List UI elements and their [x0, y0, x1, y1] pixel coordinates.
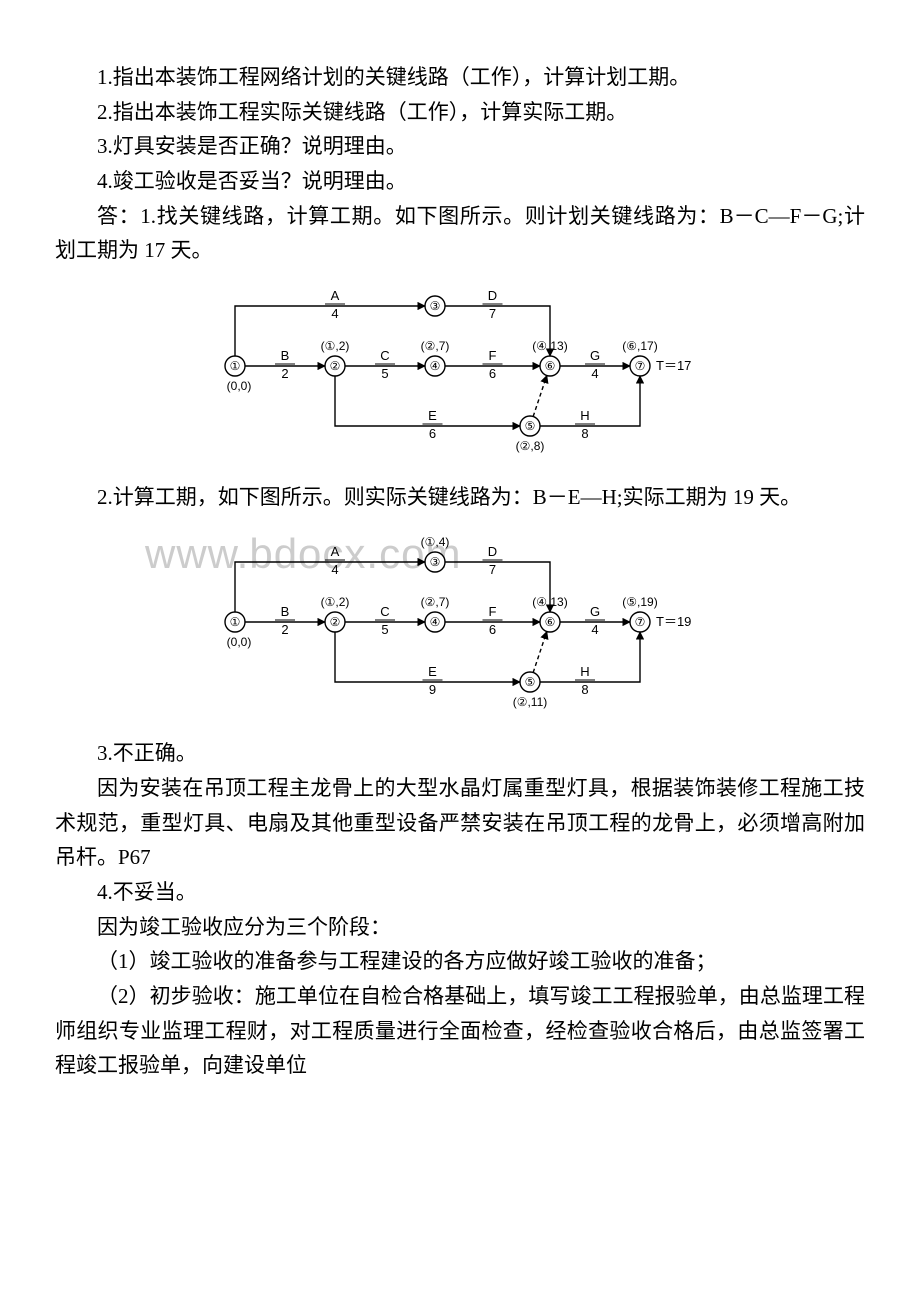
network-diagram-2: B 2 A 4 C 5 E 9 D 7 F 6 H 8 G 4 ① (0,0) ② (①,2) ③ (①,4) ④ (②,7)… — [200, 522, 720, 722]
answer-3-head: 3.不正确。 — [55, 736, 865, 771]
svg-text:4: 4 — [591, 622, 598, 637]
svg-text:(⑥,17): (⑥,17) — [622, 339, 657, 353]
svg-text:⑦: ⑦ — [635, 359, 646, 373]
svg-text:④: ④ — [430, 615, 441, 629]
svg-text:B: B — [281, 604, 290, 619]
question-4: 4.竣工验收是否妥当？说明理由。 — [55, 164, 865, 199]
svg-text:(①,4): (①,4) — [421, 535, 450, 549]
svg-text:G: G — [590, 604, 600, 619]
svg-text:2: 2 — [281, 622, 288, 637]
document-page: 1.指出本装饰工程网络计划的关键线路（工作），计算计划工期。 2.指出本装饰工程… — [0, 0, 920, 1123]
svg-text:⑥: ⑥ — [545, 359, 556, 373]
svg-text:H: H — [580, 664, 589, 679]
answer-4-body-3: （2）初步验收：施工单位在自检合格基础上，填写竣工工程报验单，由总监理工程师组织… — [55, 979, 865, 1083]
question-1: 1.指出本装饰工程网络计划的关键线路（工作），计算计划工期。 — [55, 60, 865, 95]
svg-text:A: A — [331, 544, 340, 559]
svg-text:(0,0): (0,0) — [227, 635, 252, 649]
svg-text:7: 7 — [489, 306, 496, 321]
answer-4-head: 4.不妥当。 — [55, 875, 865, 910]
svg-text:(0,0): (0,0) — [227, 379, 252, 393]
svg-text:(①,2): (①,2) — [321, 595, 350, 609]
svg-text:(②,11): (②,11) — [513, 695, 548, 709]
svg-text:6: 6 — [489, 366, 496, 381]
svg-text:⑦: ⑦ — [635, 615, 646, 629]
answer-3-body: 因为安装在吊顶工程主龙骨上的大型水晶灯属重型灯具，根据装饰装修工程施工技术规范，… — [55, 771, 865, 875]
svg-text:(⑤,19): (⑤,19) — [622, 595, 657, 609]
svg-text:F: F — [489, 604, 497, 619]
answer-4-body-1: 因为竣工验收应分为三个阶段： — [55, 910, 865, 945]
svg-text:4: 4 — [331, 562, 338, 577]
svg-text:②: ② — [330, 615, 341, 629]
svg-text:F: F — [489, 348, 497, 363]
svg-text:4: 4 — [331, 306, 338, 321]
svg-text:E: E — [428, 408, 437, 423]
svg-text:④: ④ — [430, 359, 441, 373]
svg-text:⑥: ⑥ — [545, 615, 556, 629]
svg-text:E: E — [428, 664, 437, 679]
svg-text:5: 5 — [381, 622, 388, 637]
answer-1: 答：1.找关键线路，计算工期。如下图所示。则计划关键线路为：B－C—F－G;计划… — [55, 199, 865, 268]
svg-text:5: 5 — [381, 366, 388, 381]
svg-text:8: 8 — [581, 426, 588, 441]
svg-text:C: C — [380, 348, 389, 363]
svg-text:(②,8): (②,8) — [516, 439, 545, 453]
svg-text:T＝17: T＝17 — [656, 358, 691, 373]
question-2: 2.指出本装饰工程实际关键线路（工作），计算实际工期。 — [55, 95, 865, 130]
svg-text:B: B — [281, 348, 290, 363]
answer-4-body-2: （1）竣工验收的准备参与工程建设的各方应做好竣工验收的准备； — [55, 944, 865, 979]
network-diagram-1: B 2 A 4 C 5 E 6 D 7 F 6 H 8 G 4 ① (0,0) ② (①,2) ③ ④ (②,7) ⑤ (②,8… — [200, 276, 720, 466]
svg-text:③: ③ — [430, 299, 441, 313]
svg-text:(①,2): (①,2) — [321, 339, 350, 353]
svg-text:6: 6 — [429, 426, 436, 441]
svg-text:①: ① — [230, 359, 241, 373]
svg-text:9: 9 — [429, 682, 436, 697]
svg-text:4: 4 — [591, 366, 598, 381]
svg-text:D: D — [488, 288, 497, 303]
svg-text:⑤: ⑤ — [525, 675, 536, 689]
svg-text:⑤: ⑤ — [525, 419, 536, 433]
svg-text:G: G — [590, 348, 600, 363]
svg-text:①: ① — [230, 615, 241, 629]
svg-text:③: ③ — [430, 555, 441, 569]
svg-text:(②,7): (②,7) — [421, 339, 450, 353]
svg-text:8: 8 — [581, 682, 588, 697]
svg-text:H: H — [580, 408, 589, 423]
svg-text:D: D — [488, 544, 497, 559]
svg-text:(②,7): (②,7) — [421, 595, 450, 609]
svg-text:A: A — [331, 288, 340, 303]
svg-text:(④,13): (④,13) — [532, 595, 567, 609]
network-diagram-1-wrap: B 2 A 4 C 5 E 6 D 7 F 6 H 8 G 4 ① (0,0) ② (①,2) ③ ④ (②,7) ⑤ (②,8… — [55, 276, 865, 466]
svg-text:7: 7 — [489, 562, 496, 577]
answer-2: 2.计算工期，如下图所示。则实际关键线路为：B－E—H;实际工期为 19 天。 — [55, 480, 865, 515]
svg-text:T＝19: T＝19 — [656, 614, 691, 629]
question-3: 3.灯具安装是否正确？说明理由。 — [55, 129, 865, 164]
svg-text:C: C — [380, 604, 389, 619]
svg-text:(④,13): (④,13) — [532, 339, 567, 353]
svg-text:②: ② — [330, 359, 341, 373]
svg-text:6: 6 — [489, 622, 496, 637]
network-diagram-2-wrap: www.bdocx.com B2A4C5E9D7F6H8G4①(0,0)②(①,… — [55, 522, 865, 722]
svg-text:2: 2 — [281, 366, 288, 381]
